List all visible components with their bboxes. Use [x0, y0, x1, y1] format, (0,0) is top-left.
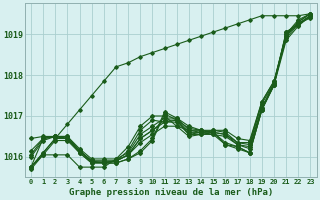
X-axis label: Graphe pression niveau de la mer (hPa): Graphe pression niveau de la mer (hPa) — [68, 188, 273, 197]
